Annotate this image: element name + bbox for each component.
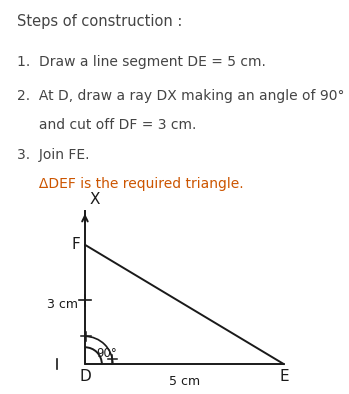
Text: X: X [90,192,100,207]
Text: E: E [279,369,289,384]
Text: D: D [79,369,91,384]
Text: and cut off DF = 3 cm.: and cut off DF = 3 cm. [17,118,197,132]
Text: 3.  Join FE.: 3. Join FE. [17,148,90,162]
Text: 1.  Draw a line segment DE = 5 cm.: 1. Draw a line segment DE = 5 cm. [17,55,266,69]
Text: ΔDEF is the required triangle.: ΔDEF is the required triangle. [17,177,244,191]
Text: 3 cm: 3 cm [47,298,78,311]
Text: 90°: 90° [96,347,117,360]
Text: 2.  At D, draw a ray DX making an angle of 90°: 2. At D, draw a ray DX making an angle o… [17,89,345,103]
Text: F: F [72,237,80,252]
Text: 5 cm: 5 cm [169,375,200,388]
Text: Steps of construction :: Steps of construction : [17,14,183,29]
